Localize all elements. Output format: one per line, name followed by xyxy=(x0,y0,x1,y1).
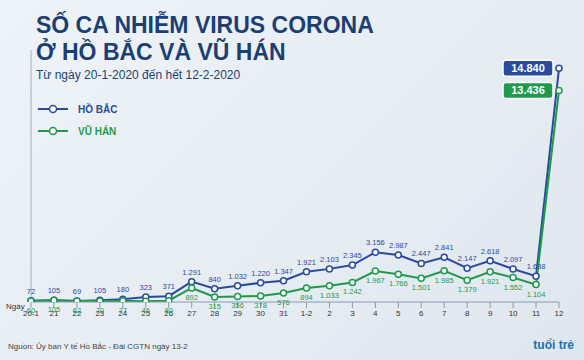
svg-text:1.379: 1.379 xyxy=(458,285,477,294)
svg-text:9: 9 xyxy=(488,309,493,318)
html-text:tuổi trẻ: tuổi trẻ xyxy=(533,338,574,352)
svg-text:60: 60 xyxy=(27,306,35,315)
svg-text:70: 70 xyxy=(96,306,104,315)
svg-text:46: 46 xyxy=(142,306,150,315)
svg-text:1.104: 1.104 xyxy=(527,290,546,299)
svg-text:2.345: 2.345 xyxy=(343,251,362,260)
svg-text:12: 12 xyxy=(555,309,564,318)
svg-text:29: 29 xyxy=(233,308,243,318)
svg-text:4: 4 xyxy=(373,309,378,318)
svg-text:6: 6 xyxy=(419,309,424,318)
svg-text:62: 62 xyxy=(73,306,81,315)
svg-text:8: 8 xyxy=(465,309,470,318)
svg-text:1.291: 1.291 xyxy=(182,268,201,277)
svg-text:1.242: 1.242 xyxy=(343,287,362,296)
html-text:SỐ CA NHIỄM VIRUS CORONA: SỐ CA NHIỄM VIRUS CORONA xyxy=(36,12,374,38)
html-text:HỒ BẮC: HỒ BẮC xyxy=(78,103,118,115)
svg-text:10: 10 xyxy=(509,309,518,318)
svg-text:1.985: 1.985 xyxy=(435,276,454,285)
svg-text:576: 576 xyxy=(277,298,290,307)
svg-text:1.033: 1.033 xyxy=(320,291,339,300)
svg-text:2.103: 2.103 xyxy=(320,255,339,264)
svg-text:105: 105 xyxy=(94,286,107,295)
svg-text:11: 11 xyxy=(532,309,541,318)
svg-text:69: 69 xyxy=(73,287,81,296)
svg-text:27: 27 xyxy=(187,309,196,318)
svg-text:1.638: 1.638 xyxy=(527,262,546,271)
svg-text:2: 2 xyxy=(327,309,332,318)
svg-text:2.841: 2.841 xyxy=(435,243,454,252)
svg-text:1.967: 1.967 xyxy=(366,276,385,285)
svg-text:105: 105 xyxy=(48,286,61,295)
html-text:Ngày: Ngày xyxy=(6,302,25,311)
svg-text:356: 356 xyxy=(231,301,244,310)
svg-text:72: 72 xyxy=(27,287,35,296)
svg-text:315: 315 xyxy=(208,302,221,311)
svg-text:2.618: 2.618 xyxy=(481,247,500,256)
svg-text:1.220: 1.220 xyxy=(251,269,270,278)
svg-text:892: 892 xyxy=(185,293,198,302)
svg-text:2.097: 2.097 xyxy=(504,255,523,264)
svg-text:20-1: 20-1 xyxy=(23,308,39,318)
svg-text:2.987: 2.987 xyxy=(389,241,408,250)
svg-text:1.766: 1.766 xyxy=(389,279,408,288)
svg-text:3.156: 3.156 xyxy=(366,238,385,247)
html-text:Từ ngày 20-1-2020 đến hết 12-2: Từ ngày 20-1-2020 đến hết 12-2-2020 xyxy=(36,68,241,82)
html-text:Nguồn: Ủy ban Y tế Hồ Bắc - Đà: Nguồn: Ủy ban Y tế Hồ Bắc - Đài CGTN ngà… xyxy=(8,342,188,351)
svg-text:1.347: 1.347 xyxy=(274,267,293,276)
svg-text:1.032: 1.032 xyxy=(228,272,247,281)
svg-text:7: 7 xyxy=(442,309,447,318)
svg-text:1.921: 1.921 xyxy=(297,258,316,267)
svg-text:840: 840 xyxy=(208,275,221,284)
svg-text:31: 31 xyxy=(279,309,288,318)
svg-text:77: 77 xyxy=(119,306,127,315)
svg-text:5: 5 xyxy=(396,309,401,318)
svg-text:2.447: 2.447 xyxy=(412,249,431,258)
svg-text:2.147: 2.147 xyxy=(458,254,477,263)
svg-text:1-2: 1-2 xyxy=(301,309,313,318)
svg-text:1.921: 1.921 xyxy=(481,277,500,286)
svg-text:28: 28 xyxy=(210,308,220,318)
svg-text:3: 3 xyxy=(350,309,355,318)
svg-text:180: 180 xyxy=(117,285,130,294)
svg-text:371: 371 xyxy=(162,282,175,291)
svg-text:30: 30 xyxy=(256,308,265,318)
svg-text:894: 894 xyxy=(300,293,313,302)
svg-text:1.552: 1.552 xyxy=(504,283,523,292)
svg-text:105: 105 xyxy=(48,305,61,314)
svg-text:80: 80 xyxy=(165,306,173,315)
svg-text:1.501: 1.501 xyxy=(412,283,431,292)
svg-text:378: 378 xyxy=(254,301,267,310)
svg-text:14.840: 14.840 xyxy=(511,62,545,74)
svg-text:13.436: 13.436 xyxy=(511,84,545,96)
html-text:VŨ HÁN: VŨ HÁN xyxy=(78,125,117,137)
html-text:Ở HỒ BẮC VÀ VŨ HÁN: Ở HỒ BẮC VÀ VŨ HÁN xyxy=(36,39,286,65)
svg-text:323: 323 xyxy=(140,283,153,292)
